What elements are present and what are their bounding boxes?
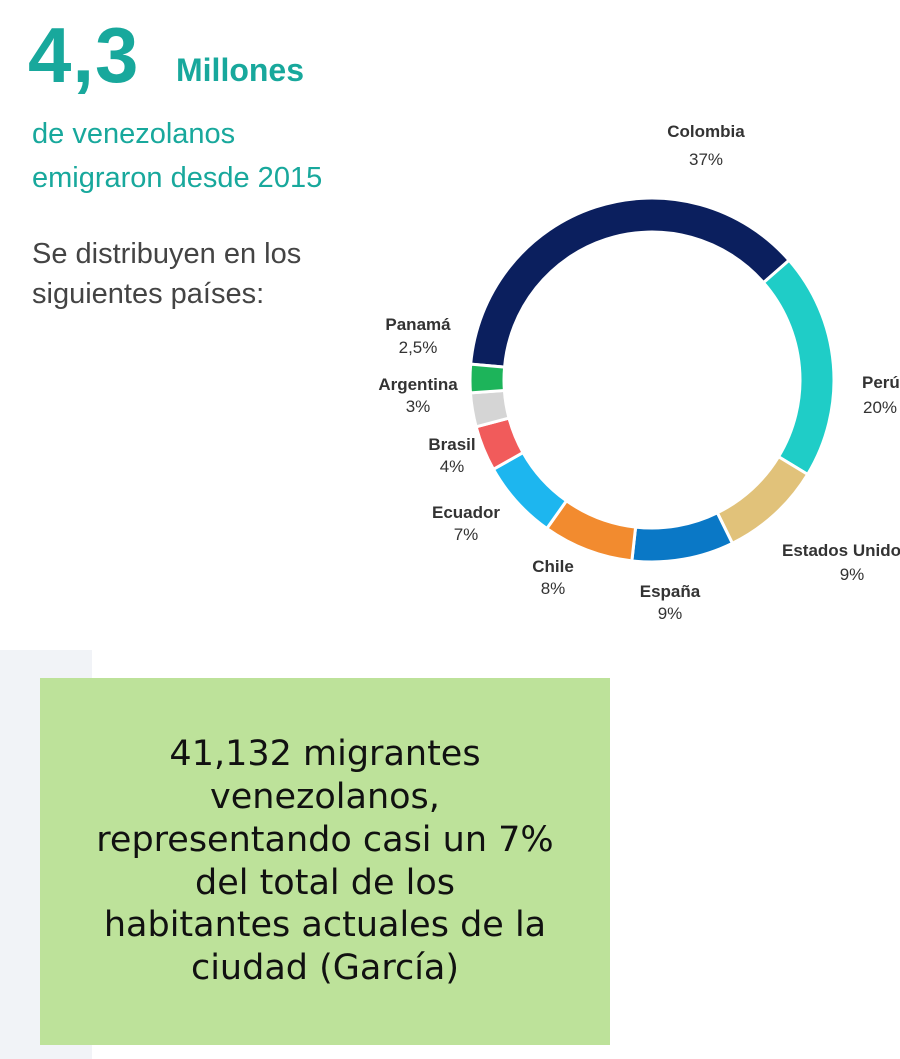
- donut-segment: [469, 196, 792, 369]
- donut-segment: [761, 258, 836, 477]
- slice-label: Colombia: [667, 122, 745, 141]
- note-box: 41,132 migrantes venezolanos, representand…: [40, 678, 610, 1045]
- slice-label: Panamá: [385, 315, 451, 334]
- headline-number: 4,3: [28, 11, 140, 99]
- donut-segment: [715, 454, 810, 546]
- slice-label: España: [640, 582, 701, 601]
- slice-value-label: 7%: [454, 525, 479, 544]
- note-line: venezolanos,: [210, 777, 440, 818]
- subtitle-line: emigraron desde 2015: [32, 162, 323, 194]
- slice-value-label: 20%: [863, 398, 897, 417]
- note-line: ciudad (García): [190, 947, 460, 988]
- donut-segment: [468, 362, 507, 395]
- subtitle-line: de venezolanos: [32, 118, 236, 150]
- slice-label: Estados Unidos: [782, 541, 900, 560]
- slice-value-label: 2,5%: [399, 338, 438, 357]
- intro-line: siguientes países:: [32, 278, 265, 310]
- slice-value-label: 9%: [840, 565, 865, 584]
- note-line: del total de los: [194, 862, 455, 903]
- slice-value-label: 37%: [689, 150, 723, 169]
- slice-value-label: 4%: [440, 457, 465, 476]
- note-line: 41,132 migrantes: [169, 734, 481, 775]
- slice-label: Argentina: [378, 375, 458, 394]
- slice-label: Perú: [862, 373, 900, 392]
- slice-label: Chile: [532, 557, 574, 576]
- slice-label: Brasil: [428, 435, 475, 454]
- slice-value-label: 3%: [406, 397, 431, 416]
- slice-value-label: 9%: [658, 604, 683, 623]
- slice-value-label: 8%: [541, 579, 566, 598]
- headline-unit: Millones: [176, 52, 305, 88]
- donut-segment: [630, 510, 735, 564]
- intro-line: Se distribuyen en los: [32, 238, 302, 270]
- note-line: habitantes actuales de la: [103, 905, 547, 946]
- donut-chart: Colombia 37% Perú 20% Estados Unidos 9% España…: [378, 122, 900, 623]
- slice-label: Ecuador: [432, 503, 500, 522]
- note-line: representando casi un 7%: [96, 819, 554, 860]
